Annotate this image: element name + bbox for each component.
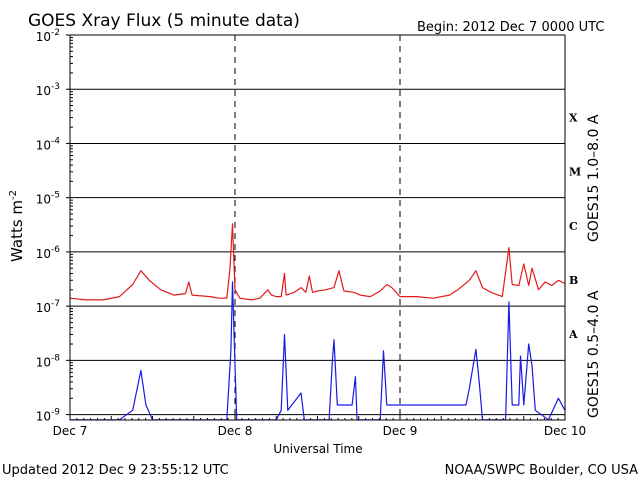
- y-tick-label: 10-4: [36, 136, 61, 152]
- y-tick-label: 10-8: [36, 353, 61, 369]
- y-tick-label-base: 10: [36, 247, 51, 261]
- flare-class-labels: X M C B A: [568, 111, 581, 341]
- y-axis-label: Watts m-2: [8, 190, 26, 262]
- y-tick-label-exp: -3: [51, 82, 60, 92]
- y-tick-label-base: 10: [36, 410, 51, 424]
- flare-class-label: C: [569, 220, 578, 233]
- y-axis: 10-210-310-410-510-610-710-810-9: [36, 28, 73, 424]
- y-tick-label-base: 10: [36, 193, 51, 207]
- legend-short-channel: GOES15 0.5–4.0 A: [586, 290, 602, 418]
- y-tick-label-exp: -5: [51, 191, 60, 201]
- series-short-channel-line: [70, 281, 566, 421]
- y-tick-label: 10-5: [36, 191, 60, 207]
- chart-title: GOES Xray Flux (5 minute data): [28, 11, 300, 31]
- begin-label: Begin: 2012 Dec 7 0000 UTC: [417, 20, 604, 35]
- series-long-channel-line: [69, 223, 566, 301]
- y-tick-label: 10-6: [36, 245, 61, 261]
- updated-label: Updated 2012 Dec 9 23:55:12 UTC: [2, 463, 229, 478]
- source-label: NOAA/SWPC Boulder, CO USA: [445, 463, 638, 478]
- y-tick-label-exp: -7: [51, 299, 60, 309]
- x-tick-label: Dec 10: [544, 424, 586, 438]
- y-tick-label-base: 10: [36, 84, 51, 98]
- x-tick-label: Dec 7: [53, 424, 88, 438]
- series-layer: [69, 223, 566, 421]
- y-tick-label-exp: -9: [51, 408, 60, 418]
- y-tick-label-exp: -8: [51, 353, 60, 363]
- y-tick-label-exp: -4: [51, 136, 60, 146]
- flare-class-label: X: [569, 111, 578, 124]
- x-tick-label: Dec 8: [218, 424, 253, 438]
- y-tick-label-base: 10: [36, 355, 51, 369]
- flare-class-label: B: [569, 274, 578, 287]
- plot-grid: [70, 35, 565, 420]
- y-tick-label-base: 10: [36, 30, 51, 44]
- flare-class-label: A: [568, 328, 578, 341]
- y-tick-label: 10-9: [36, 408, 61, 424]
- legend-long-channel: GOES15 1.0–8.0 A: [586, 114, 602, 242]
- y-tick-label: 10-2: [36, 28, 60, 44]
- x-tick-label: Dec 9: [383, 424, 418, 438]
- y-tick-label: 10-3: [36, 82, 60, 98]
- x-axis-label: Universal Time: [273, 442, 362, 456]
- y-axis-label-exp: -2: [8, 190, 19, 200]
- y-tick-label-base: 10: [36, 301, 51, 315]
- y-tick-label: 10-7: [36, 299, 60, 315]
- flare-class-label: M: [569, 166, 581, 179]
- y-axis-label-base: Watts m: [8, 200, 26, 262]
- y-tick-label-exp: -6: [51, 245, 60, 255]
- plot-frame: [69, 34, 566, 421]
- y-tick-label-exp: -2: [51, 28, 60, 38]
- y-tick-label-base: 10: [36, 138, 51, 152]
